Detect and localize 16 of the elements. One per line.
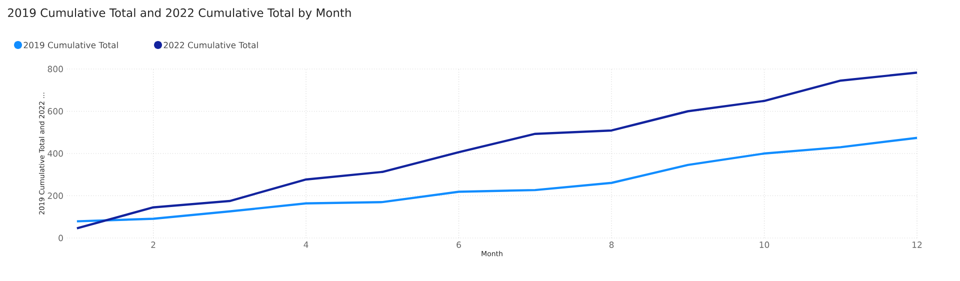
y-tick-label: 0 <box>58 234 63 242</box>
y-tick-label: 600 <box>48 108 63 114</box>
x-tick-label: 4 <box>304 242 308 248</box>
legend-label: 2019 Cumulative Total <box>24 42 118 48</box>
y-tick-label: 800 <box>48 66 63 72</box>
x-tick-label: 12 <box>912 242 922 248</box>
y-tick-label: 400 <box>48 150 63 157</box>
legend-label: 2022 Cumulative Total <box>164 42 258 48</box>
chart-title: 2019 Cumulative Total and 2022 Cumulative Total by Month <box>8 8 351 20</box>
x-tick-label: 8 <box>609 242 614 248</box>
y-tick-label: 200 <box>48 192 63 199</box>
x-tick-label: 6 <box>456 242 461 248</box>
line-series <box>76 71 918 230</box>
x-tick-label: 2 <box>151 242 156 248</box>
x-tick-label: 10 <box>760 242 770 248</box>
line-series <box>76 136 918 222</box>
